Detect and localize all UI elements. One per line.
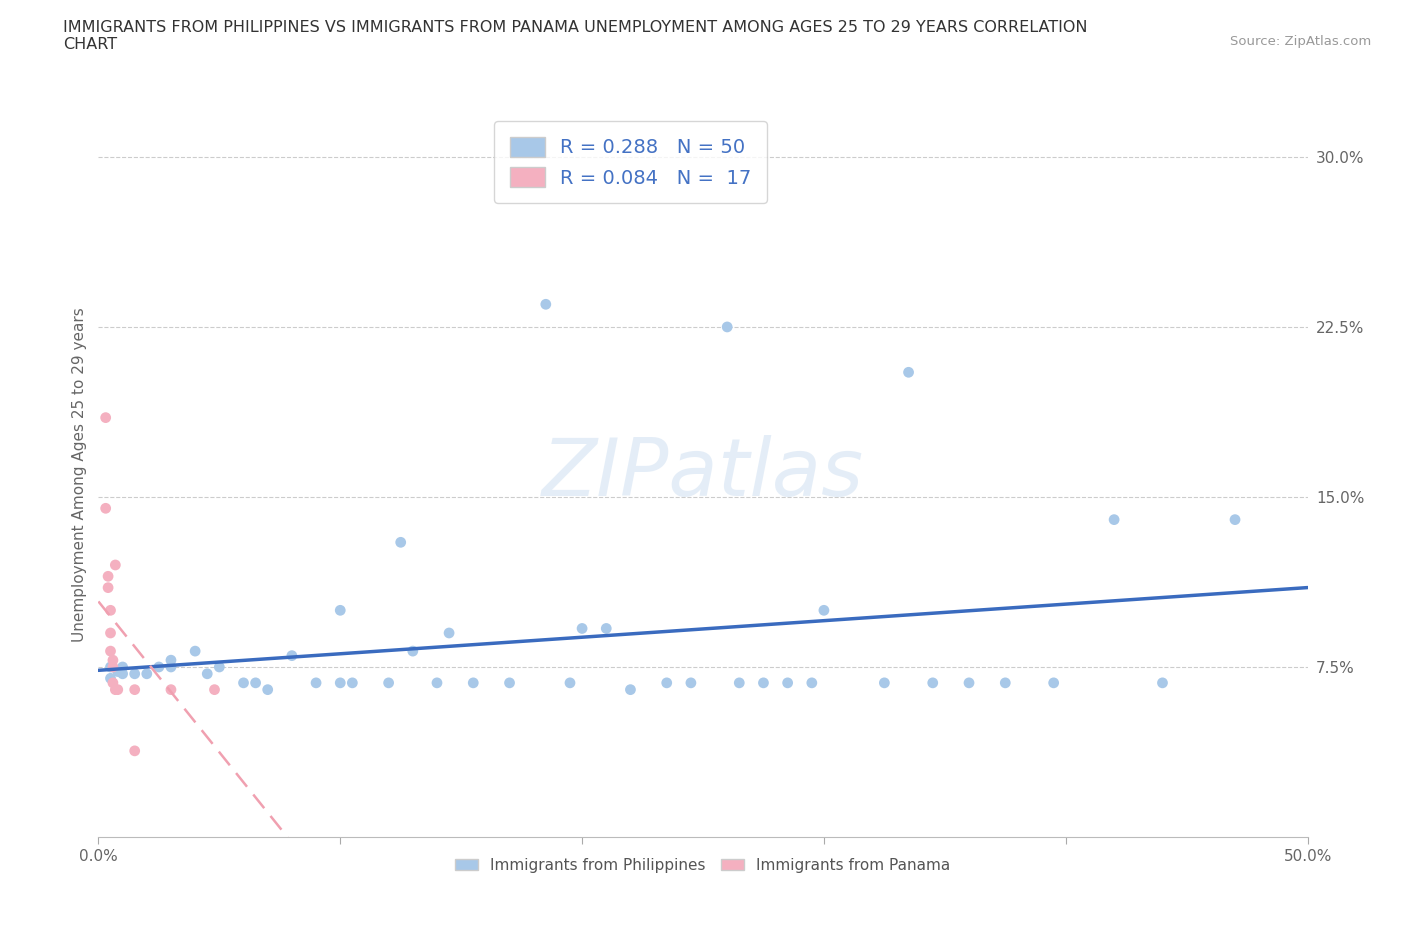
Point (160, 659, 183, 674)
Point (101, 653, 124, 668)
Point (728, 675, 751, 690)
Point (208, 659, 231, 674)
Point (1223, 512, 1246, 527)
Point (305, 675, 328, 690)
Point (558, 675, 581, 690)
Point (921, 675, 943, 690)
Point (342, 675, 364, 690)
Point (776, 675, 799, 690)
Point (204, 683, 226, 698)
Point (232, 675, 254, 690)
Point (1152, 675, 1174, 690)
Point (100, 626, 122, 641)
Text: Source: ZipAtlas.com: Source: ZipAtlas.com (1230, 35, 1371, 48)
Point (97, 569, 120, 584)
Point (281, 648, 304, 663)
Point (873, 675, 896, 690)
Point (107, 664, 129, 679)
Point (160, 683, 183, 698)
Legend: Immigrants from Philippines, Immigrants from Panama: Immigrants from Philippines, Immigrants … (447, 850, 959, 880)
Point (104, 558, 127, 573)
Point (897, 365, 920, 379)
Point (813, 603, 835, 618)
Point (111, 666, 134, 681)
Point (256, 683, 278, 698)
Text: CHART: CHART (63, 37, 117, 52)
Point (377, 675, 399, 690)
Point (124, 666, 146, 681)
Point (195, 666, 218, 681)
Point (800, 675, 823, 690)
Point (1102, 512, 1125, 527)
Point (437, 626, 460, 641)
Point (124, 743, 146, 758)
Point (329, 675, 352, 690)
Point (752, 675, 775, 690)
Point (111, 659, 134, 674)
Point (107, 683, 129, 698)
Point (426, 675, 449, 690)
Point (534, 297, 557, 312)
Point (463, 675, 485, 690)
Point (679, 675, 702, 690)
Point (994, 675, 1017, 690)
Point (100, 671, 122, 685)
Point (100, 644, 122, 658)
Point (595, 621, 617, 636)
Point (619, 683, 641, 698)
Point (100, 659, 122, 674)
Point (245, 675, 267, 690)
Point (184, 644, 207, 658)
Point (329, 603, 352, 618)
Point (94, 501, 117, 516)
Point (655, 675, 678, 690)
Point (1042, 675, 1064, 690)
Point (389, 535, 412, 550)
Point (498, 675, 520, 690)
Point (716, 320, 738, 335)
Point (101, 659, 124, 674)
Point (94, 410, 117, 425)
Point (104, 683, 127, 698)
Point (571, 621, 593, 636)
Point (402, 644, 425, 658)
Point (101, 675, 124, 690)
Point (97, 580, 120, 595)
Point (148, 659, 170, 674)
Text: IMMIGRANTS FROM PHILIPPINES VS IMMIGRANTS FROM PANAMA UNEMPLOYMENT AMONG AGES 25: IMMIGRANTS FROM PHILIPPINES VS IMMIGRANT… (63, 20, 1088, 35)
Y-axis label: Unemployment Among Ages 25 to 29 years: Unemployment Among Ages 25 to 29 years (72, 307, 87, 642)
Text: ZIPatlas: ZIPatlas (541, 435, 865, 513)
Point (160, 653, 183, 668)
Point (957, 675, 980, 690)
Point (100, 603, 122, 618)
Point (124, 683, 146, 698)
Point (135, 666, 157, 681)
